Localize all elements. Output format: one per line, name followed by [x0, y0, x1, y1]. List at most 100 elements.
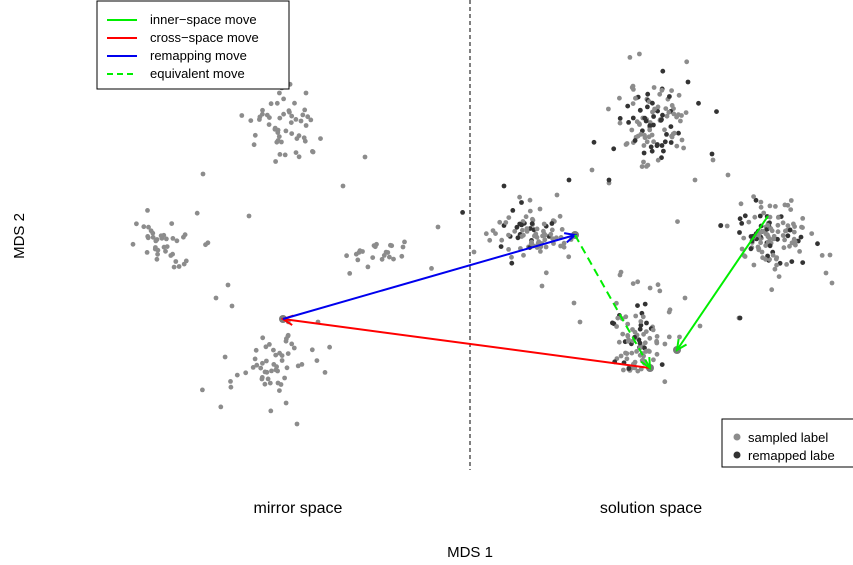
- sampled-point: [153, 238, 159, 244]
- remapped-point: [789, 259, 795, 264]
- remapped-point: [645, 91, 651, 97]
- sampled-point: [784, 262, 789, 267]
- remapped-point: [651, 122, 656, 128]
- sampled-point: [289, 131, 295, 137]
- sampled-point: [163, 248, 168, 254]
- sampled-point: [521, 252, 526, 258]
- sampled-point: [650, 327, 656, 333]
- sampled-point: [788, 207, 794, 213]
- remapped-point: [718, 223, 724, 228]
- remapped-point: [519, 200, 524, 205]
- sampled-point: [641, 331, 646, 337]
- sampled-point: [284, 365, 290, 371]
- remapped-point: [654, 142, 660, 147]
- sampled-point: [289, 341, 295, 347]
- remapped-point: [664, 132, 669, 137]
- sampled-point: [664, 113, 670, 119]
- moves-layer: [280, 215, 769, 371]
- sampled-point: [738, 201, 744, 207]
- sampled-point: [662, 127, 667, 133]
- sampled-point: [483, 231, 489, 237]
- sampled-point: [543, 270, 549, 276]
- remapped-point: [460, 210, 465, 215]
- remapped-point: [748, 246, 754, 252]
- sampled-point: [288, 120, 294, 125]
- remapped-point: [643, 118, 649, 124]
- sampled-point: [285, 351, 291, 356]
- sampled-point: [809, 231, 815, 237]
- sampled-point: [293, 117, 299, 122]
- sampled-point: [759, 249, 765, 255]
- sampled-point: [669, 134, 675, 140]
- sampled-point: [725, 172, 731, 178]
- sampled-point: [638, 319, 644, 324]
- remapped-point: [617, 116, 623, 121]
- sampled-point: [274, 100, 280, 106]
- remapped-point: [606, 177, 612, 183]
- sampled-point: [666, 109, 672, 115]
- remapped-point: [515, 235, 521, 241]
- sampled-point: [559, 227, 565, 232]
- sampled-point: [657, 91, 663, 97]
- sampled-point: [758, 229, 763, 235]
- sampled-point: [281, 96, 286, 102]
- sampled-point: [170, 251, 176, 257]
- sampled-point: [506, 247, 511, 252]
- sampled-point: [635, 279, 641, 285]
- sampled-point: [641, 143, 647, 148]
- sampled-point: [229, 303, 235, 309]
- sampled-point: [617, 95, 622, 101]
- sampled-point: [295, 363, 301, 369]
- sampled-point: [282, 152, 288, 158]
- sampled-point: [624, 351, 630, 356]
- sampled-point: [305, 114, 311, 120]
- sampled-point: [344, 253, 349, 259]
- sampled-point: [758, 240, 763, 246]
- sampled-point: [145, 234, 151, 239]
- remapped-point: [709, 151, 715, 157]
- sampled-point: [391, 256, 396, 262]
- sampled-point: [283, 128, 289, 134]
- sampled-point: [497, 219, 503, 225]
- sampled-point: [624, 356, 630, 362]
- sampled-point: [669, 103, 675, 108]
- sampled-point: [785, 223, 791, 229]
- sampled-point: [633, 95, 638, 101]
- sampled-point: [283, 400, 289, 406]
- region-label-solution: solution space: [600, 500, 702, 517]
- sampled-point: [144, 250, 150, 255]
- remapped-point: [645, 104, 650, 110]
- sampled-point: [277, 152, 283, 157]
- sampled-point: [314, 358, 320, 363]
- sampled-point: [537, 206, 543, 212]
- sampled-point: [301, 135, 307, 141]
- remapped-point: [647, 123, 653, 129]
- sampled-point: [194, 210, 200, 216]
- sampled-point: [641, 159, 646, 165]
- sampled-point: [291, 345, 297, 351]
- sampled-point: [282, 375, 287, 381]
- sampled-point: [150, 234, 156, 240]
- sampled-point: [659, 87, 665, 93]
- sampled-point: [541, 231, 547, 237]
- sampled-point: [299, 362, 305, 367]
- legend-moves: inner−space move cross−space move remapp…: [96, 0, 290, 90]
- remapped-point: [659, 143, 665, 148]
- sampled-point: [302, 107, 308, 113]
- sampled-point: [294, 421, 300, 427]
- legend-item-equivalent: equivalent move: [150, 66, 245, 81]
- sampled-point: [634, 349, 639, 354]
- remapped-point: [630, 115, 636, 121]
- sampled-point: [589, 167, 595, 173]
- sampled-point: [402, 239, 407, 245]
- sampled-point: [666, 334, 672, 340]
- sampled-point: [251, 142, 257, 148]
- sampled-point: [362, 154, 368, 160]
- sampled-point: [303, 123, 309, 128]
- sampled-point: [529, 239, 534, 245]
- sampled-point: [760, 255, 765, 261]
- sampled-point: [271, 347, 276, 353]
- sampled-point: [269, 368, 274, 374]
- sampled-point: [271, 362, 277, 367]
- sampled-point: [493, 231, 498, 237]
